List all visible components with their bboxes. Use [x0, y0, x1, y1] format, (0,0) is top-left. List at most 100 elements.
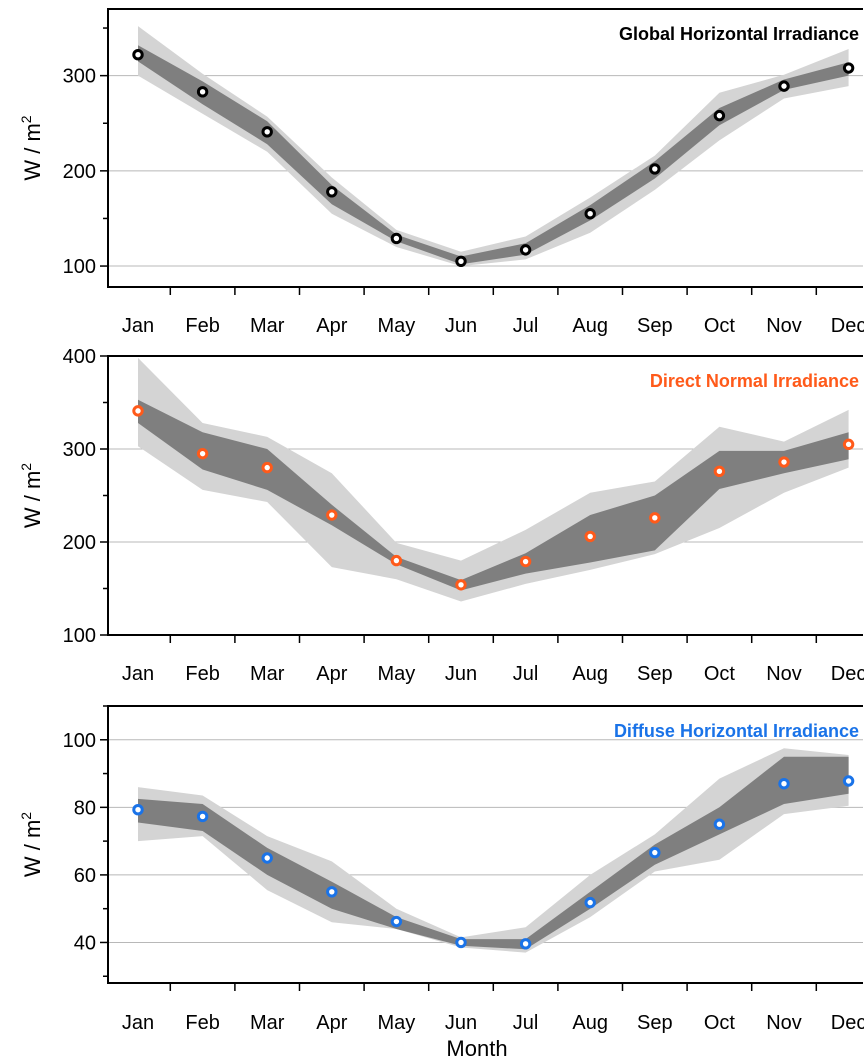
x-tick-label: May: [378, 315, 416, 337]
x-tick-label: Oct: [704, 315, 736, 337]
data-point: [842, 438, 855, 451]
outer-range-band: [138, 26, 849, 267]
data-point: [649, 163, 661, 175]
data-point: [519, 244, 532, 256]
y-axis-title-unit: W / m: [20, 471, 45, 528]
x-tick-label: Apr: [316, 663, 347, 685]
data-point: [196, 86, 209, 98]
x-tick-label: Aug: [572, 1012, 608, 1034]
x-tick-label: Nov: [766, 663, 802, 685]
data-point: [196, 447, 209, 460]
data-point: [326, 886, 338, 898]
y-tick-label: 200: [63, 161, 96, 183]
data-point: [390, 554, 403, 567]
data-point: [519, 938, 532, 950]
y-tick-label: 100: [63, 730, 96, 752]
data-point: [778, 777, 790, 790]
chart-panel-2: 100 200 300 400 Jan Feb Mar Apr May Jun Jul Aug Sep O…: [18, 346, 864, 685]
data-point: [132, 48, 144, 61]
data-point: [713, 465, 726, 478]
y-axis-title-superscript: 2: [18, 463, 34, 471]
x-tick-label: Jun: [445, 315, 477, 337]
x-tick-label: Oct: [704, 663, 736, 685]
y-tick-label: 40: [74, 932, 96, 954]
y-tick-label: 400: [63, 346, 96, 368]
x-tick-label: Mar: [250, 1012, 285, 1034]
data-point: [649, 846, 661, 859]
data-point: [584, 896, 596, 909]
outer-range-band: [138, 748, 849, 953]
data-point: [584, 207, 596, 220]
y-axis-title-unit: W / m: [20, 820, 45, 877]
outer-range-band: [138, 357, 849, 602]
data-point: [455, 255, 467, 267]
data-point: [261, 126, 273, 138]
panel-title: Diffuse Horizontal Irradiance: [614, 721, 859, 741]
y-tick-label: 100: [63, 256, 96, 278]
x-tick-label: Apr: [316, 1012, 347, 1034]
y-tick-label: 300: [63, 66, 96, 88]
inner-range-band: [138, 45, 849, 265]
data-point: [390, 915, 403, 928]
y-axis-title: W / m2: [18, 463, 45, 528]
x-tick-label: Jul: [513, 1012, 539, 1034]
y-tick-label: 60: [74, 865, 96, 887]
x-tick-label: Jan: [122, 315, 154, 337]
inner-range-band: [138, 399, 849, 591]
data-point: [649, 512, 661, 524]
y-tick-label: 100: [63, 625, 96, 647]
data-point: [132, 405, 144, 417]
x-axis-title: Month: [446, 1036, 507, 1061]
x-tick-label: Mar: [250, 663, 285, 685]
data-point: [713, 109, 726, 122]
panel-title: Direct Normal Irradiance: [650, 371, 859, 391]
x-tick-label: Sep: [637, 663, 673, 685]
x-tick-label: Aug: [572, 663, 608, 685]
data-point: [455, 579, 467, 591]
panel-title: Global Horizontal Irradiance: [619, 24, 859, 44]
x-tick-label: Oct: [704, 1012, 736, 1034]
x-tick-label: Aug: [572, 315, 608, 337]
data-point: [326, 509, 338, 521]
data-point: [842, 62, 855, 74]
data-point: [778, 80, 790, 92]
y-axis-title-unit: W / m: [20, 123, 45, 180]
y-axis-title: W / m2: [18, 115, 45, 180]
x-tick-label: Mar: [250, 315, 285, 337]
x-tick-label: Feb: [185, 315, 219, 337]
y-tick-label: 200: [63, 532, 96, 554]
x-tick-label: Nov: [766, 315, 802, 337]
x-tick-label: Dec: [831, 315, 864, 337]
data-point: [519, 555, 532, 568]
x-tick-label: Sep: [637, 315, 673, 337]
x-tick-label: Jan: [122, 663, 154, 685]
x-tick-label: Jul: [513, 315, 539, 337]
chart-panel-1: 100 200 300 Jan Feb Mar Apr May Jun Jul Aug Sep Oct N…: [18, 8, 864, 337]
data-point: [261, 461, 273, 474]
y-axis-title-superscript: 2: [18, 812, 34, 820]
axis-frame: [107, 705, 863, 984]
chart-panel-3: 40 60 80 100 Jan Feb Mar Apr May Jun Jul Aug Sep Oct N…: [18, 705, 864, 1034]
y-axis-title: W / m2: [18, 812, 45, 877]
x-tick-label: Sep: [637, 1012, 673, 1034]
data-point: [584, 530, 596, 543]
x-tick-label: May: [378, 663, 416, 685]
x-tick-label: May: [378, 1012, 416, 1034]
x-tick-label: Dec: [831, 1012, 864, 1034]
y-axis-title-superscript: 2: [18, 115, 34, 123]
data-point: [778, 456, 790, 468]
x-tick-label: Dec: [831, 663, 864, 685]
data-point: [842, 775, 855, 787]
data-point: [713, 818, 726, 830]
x-tick-label: Jun: [445, 663, 477, 685]
x-tick-label: Feb: [185, 663, 219, 685]
x-tick-label: Apr: [316, 315, 347, 337]
data-point: [455, 936, 467, 949]
x-tick-label: Jun: [445, 1012, 477, 1034]
axis-frame: [107, 8, 863, 288]
x-tick-label: Jul: [513, 663, 539, 685]
inner-range-band: [138, 756, 849, 950]
x-tick-label: Feb: [185, 1012, 219, 1034]
